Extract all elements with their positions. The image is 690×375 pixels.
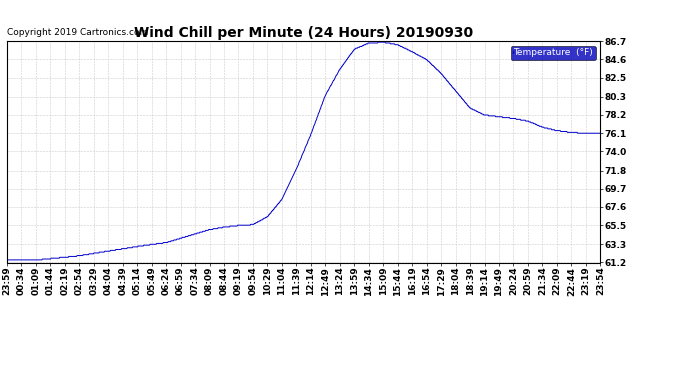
Legend: Temperature  (°F): Temperature (°F): [511, 46, 595, 60]
Title: Wind Chill per Minute (24 Hours) 20190930: Wind Chill per Minute (24 Hours) 2019093…: [134, 26, 473, 40]
Text: Copyright 2019 Cartronics.com: Copyright 2019 Cartronics.com: [7, 28, 148, 37]
